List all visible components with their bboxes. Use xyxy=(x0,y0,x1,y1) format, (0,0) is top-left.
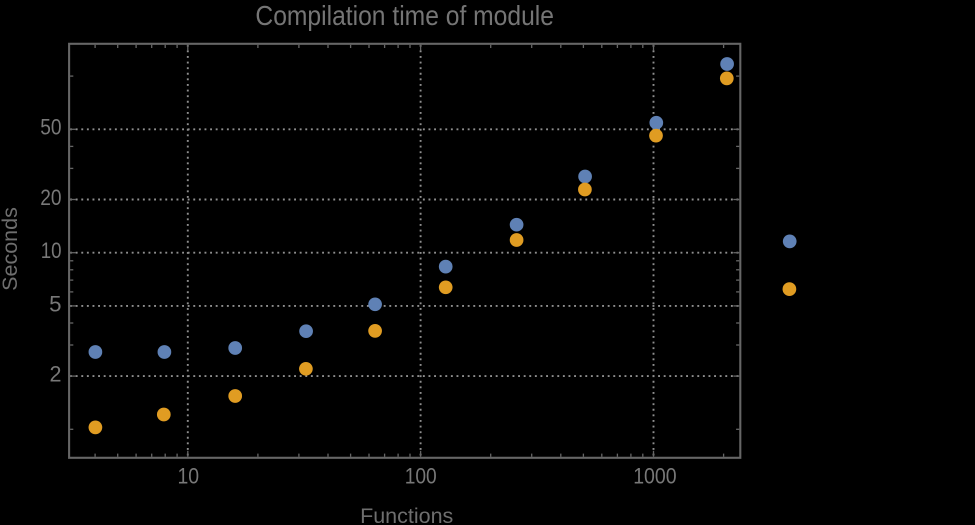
svg-text:10: 10 xyxy=(178,464,200,489)
svg-text:Functions: Functions xyxy=(360,504,453,525)
svg-text:1000: 1000 xyxy=(633,464,676,489)
svg-text:50: 50 xyxy=(40,115,61,140)
svg-text:5: 5 xyxy=(49,291,61,316)
svg-text:10: 10 xyxy=(41,238,62,263)
svg-text:20: 20 xyxy=(40,185,61,210)
svg-text:Compilation time of module: Compilation time of module xyxy=(255,0,554,31)
svg-text:100: 100 xyxy=(405,464,437,489)
svg-text:2: 2 xyxy=(50,362,62,387)
svg-text:Seconds: Seconds xyxy=(0,207,22,291)
